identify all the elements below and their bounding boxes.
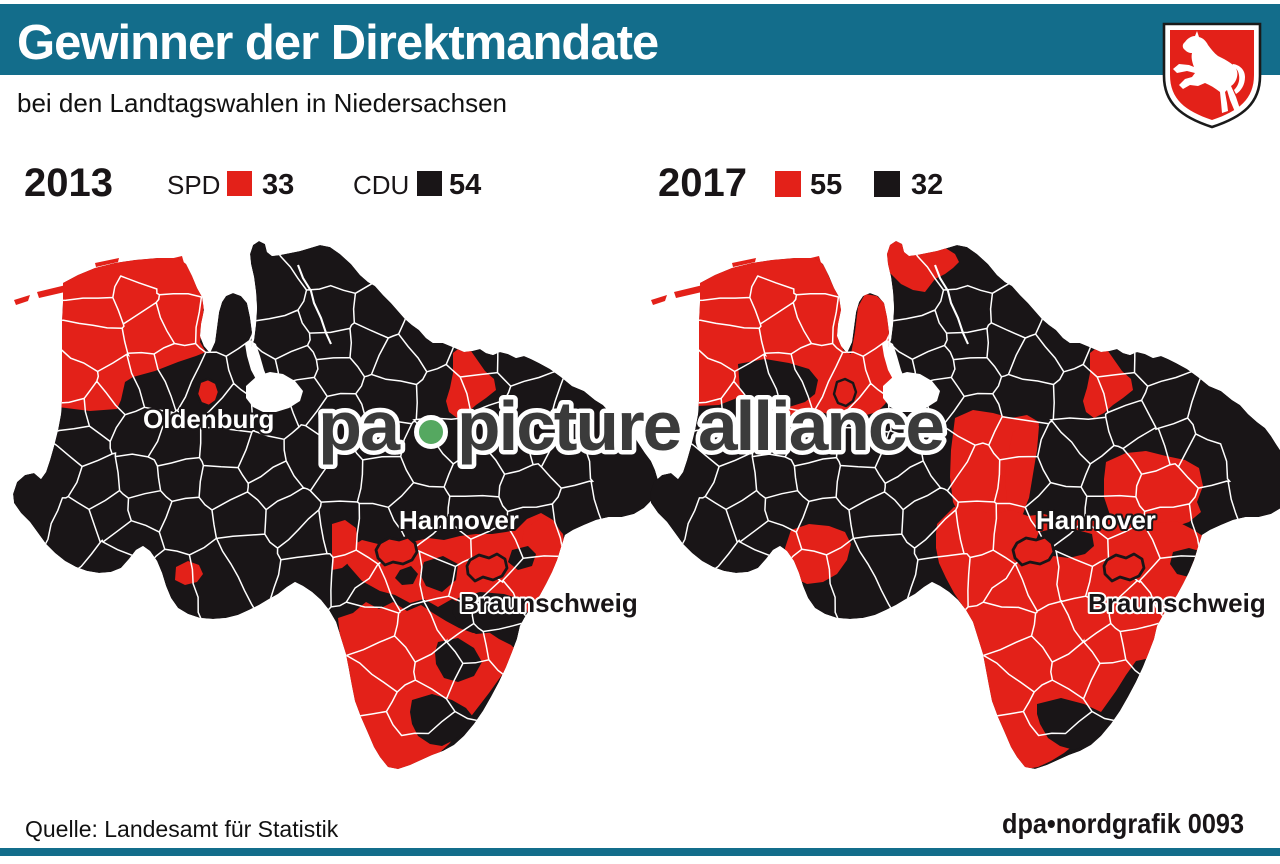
- svg-text:bei den Landtagswahlen in Nied: bei den Landtagswahlen in Niedersachsen: [17, 88, 507, 118]
- svg-text:Gewinner der Direktmandate: Gewinner der Direktmandate: [17, 16, 658, 70]
- svg-text:SPD: SPD: [167, 170, 220, 200]
- svg-text:2017: 2017: [658, 161, 747, 205]
- svg-text:CDU: CDU: [353, 170, 409, 200]
- svg-text:Braunschweig: Braunschweig: [1088, 588, 1266, 618]
- svg-text:Braunschweig: Braunschweig: [460, 588, 638, 618]
- svg-text:32: 32: [911, 169, 943, 201]
- svg-text:Oldenburg: Oldenburg: [143, 404, 274, 434]
- svg-text:pa: pa: [318, 387, 401, 465]
- svg-text:2013: 2013: [24, 161, 113, 205]
- svg-text:33: 33: [262, 169, 294, 201]
- svg-text:Quelle: Landesamt für Statisti: Quelle: Landesamt für Statistik: [25, 816, 339, 842]
- svg-text:dpa•nordgrafik 0093: dpa•nordgrafik 0093: [1002, 808, 1244, 839]
- svg-text:picture alliance: picture alliance: [457, 387, 943, 465]
- svg-text:55: 55: [810, 169, 842, 201]
- svg-text:54: 54: [449, 169, 481, 201]
- svg-text:Hannover: Hannover: [399, 505, 519, 535]
- svg-text:Hannover: Hannover: [1036, 505, 1156, 535]
